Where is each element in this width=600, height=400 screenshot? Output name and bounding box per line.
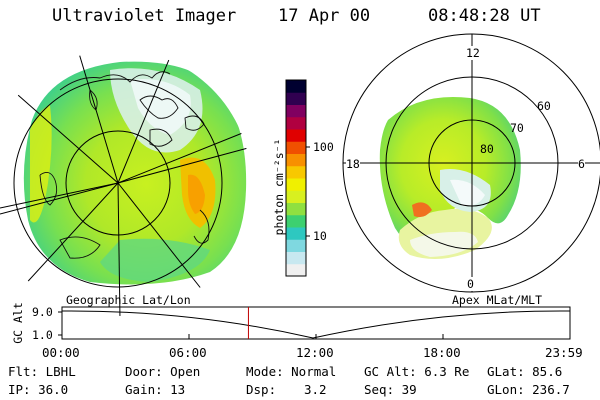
mlt-label-18: 18	[346, 157, 360, 171]
glon-value: GLon: 236.7	[487, 382, 570, 397]
colorbar-segment	[286, 263, 306, 277]
image-date: 17 Apr 00	[278, 6, 371, 26]
mlt-label-12: 12	[466, 46, 480, 60]
colorbar-unit-label: photon cm⁻²s⁻¹	[272, 138, 286, 236]
colorbar	[286, 80, 306, 277]
altitude-tick-9: 9.0	[32, 305, 53, 319]
door-value: Door: Open	[125, 364, 201, 379]
mlt-label-6: 6	[578, 157, 585, 171]
image-time: 08:48:28 UT	[428, 6, 541, 26]
gc-alt-value: GC Alt: 6.3 Re	[364, 364, 470, 379]
time-tick-1800: 18:00	[423, 345, 461, 360]
time-tick-2359: 23:59	[545, 345, 583, 360]
colorbar-segment	[286, 227, 306, 240]
mode-value: Mode: Normal	[246, 364, 337, 379]
lat-label-80: 80	[480, 142, 494, 156]
colorbar-segment	[286, 239, 306, 252]
altitude-plot	[58, 306, 571, 340]
instrument-title: Ultraviolet Imager	[52, 6, 237, 26]
colorbar-segment	[286, 92, 306, 105]
lat-label-70: 70	[510, 121, 524, 135]
altitude-tick-1: 1.0	[32, 328, 53, 342]
time-tick-0000: 00:00	[42, 345, 80, 360]
left-panel-label: Geographic Lat/Lon	[66, 293, 191, 307]
right-panel-label: Apex MLat/MLT	[452, 293, 543, 307]
colorbar-segment	[286, 129, 306, 142]
altitude-curve	[61, 310, 571, 339]
dsp-value: 3.2	[304, 382, 327, 397]
colorbar-segment	[286, 214, 306, 228]
time-tick-0600: 06:00	[169, 345, 207, 360]
apex-map-panel	[342, 33, 600, 293]
colorbar-segment	[286, 165, 306, 179]
seq-value: Seq: 39	[364, 382, 417, 397]
lat-label-60: 60	[537, 99, 551, 113]
colorbar-segment	[286, 153, 306, 167]
colorbar-segment	[286, 80, 306, 93]
colorbar-segment	[286, 141, 306, 154]
altitude-axis-label: GC Alt	[11, 302, 25, 344]
glat-value: GLat: 85.6	[487, 364, 563, 379]
geographic-map-panel	[0, 50, 251, 316]
dsp-label: Dsp:	[246, 382, 277, 397]
colorbar-segment	[286, 251, 306, 265]
colorbar-segment	[286, 104, 306, 118]
filter-value: Flt: LBHL	[8, 364, 76, 379]
colorbar-tick-100: 100	[313, 140, 334, 154]
time-tick-1200: 12:00	[296, 345, 334, 360]
mlt-label-0: 0	[467, 277, 474, 291]
ip-value: IP: 36.0	[8, 382, 69, 397]
colorbar-segment	[286, 202, 306, 216]
colorbar-segment	[286, 116, 306, 130]
colorbar-segment	[286, 190, 306, 203]
colorbar-segment	[286, 178, 306, 191]
colorbar-tick-10: 10	[313, 229, 327, 243]
gain-value: Gain: 13	[125, 382, 186, 397]
